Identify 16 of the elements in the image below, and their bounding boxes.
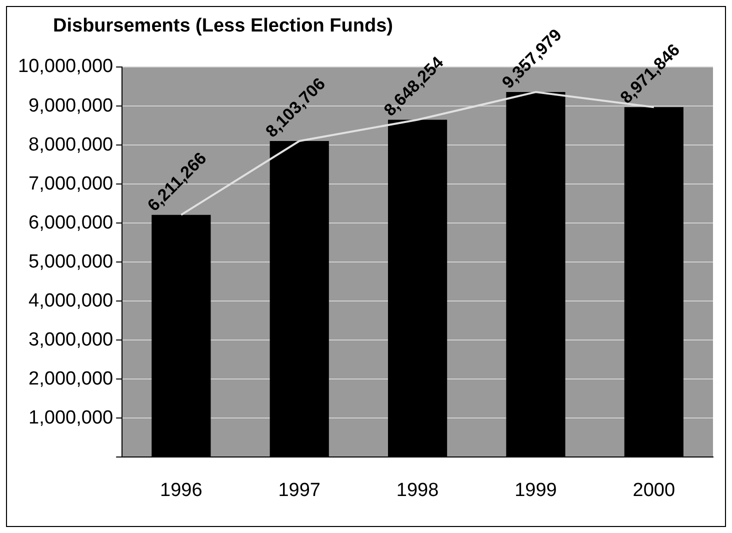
x-tick-label: 1996	[160, 480, 202, 501]
y-tick-label: 7,000,000	[28, 173, 114, 194]
y-tick-label: 5,000,000	[28, 251, 114, 272]
x-tick-label: 1998	[396, 480, 439, 501]
chart-title: Disbursements (Less Election Funds)	[53, 16, 393, 37]
y-tick-label: 4,000,000	[28, 290, 114, 312]
x-tick-label: 2000	[632, 480, 676, 501]
x-tick-label: 1997	[278, 480, 321, 501]
y-tick-label: 8,000,000	[28, 134, 114, 156]
y-tick-label: 1,000,000	[28, 407, 114, 428]
y-tick-label: 6,000,000	[28, 212, 114, 234]
y-tick-label: 9,000,000	[28, 95, 114, 116]
y-tick-label: 2,000,000	[28, 368, 114, 390]
x-tick-label: 1999	[514, 480, 557, 501]
y-tick-label: 3,000,000	[28, 329, 114, 350]
y-tick-label: 10,000,000	[18, 56, 114, 78]
